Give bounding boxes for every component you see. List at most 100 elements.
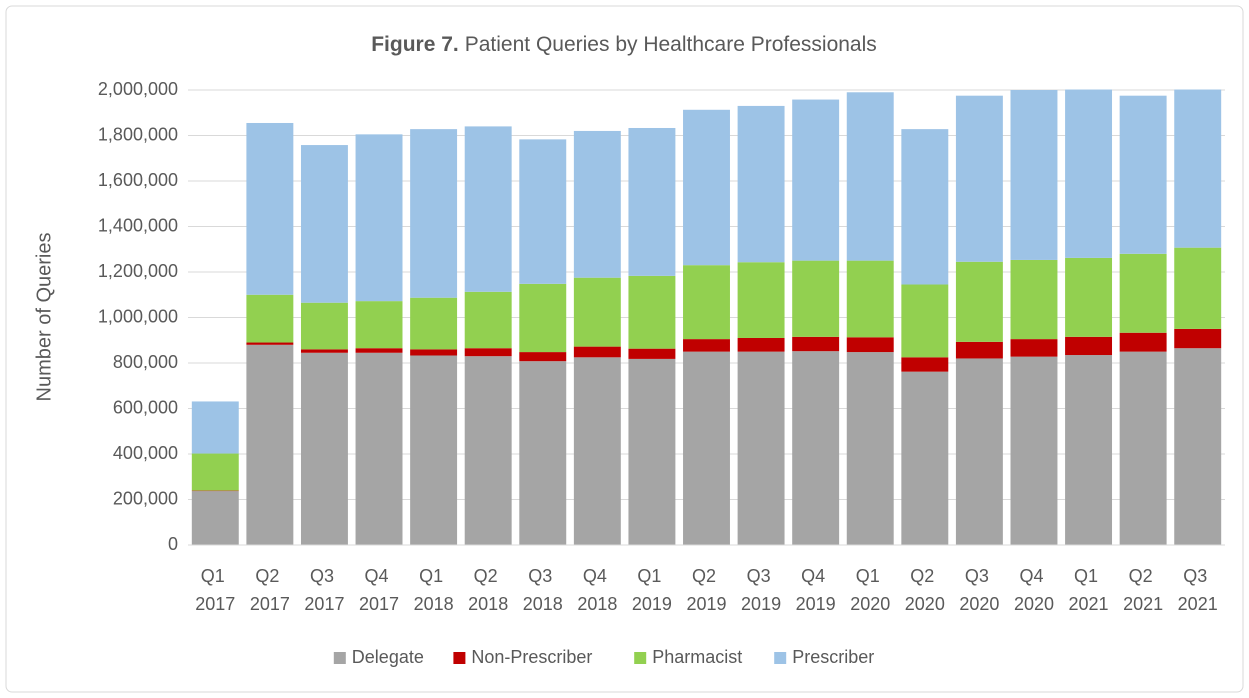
legend-swatch (634, 652, 647, 664)
bar-segment (1010, 90, 1058, 260)
x-tick-label: Q3 2021 (1178, 566, 1218, 614)
bar-segment (519, 139, 567, 284)
bar-segment (628, 358, 676, 545)
x-tick-label: Q1 2019 (632, 566, 672, 614)
bar-segment (410, 355, 458, 545)
bar-segment (464, 291, 512, 349)
bar-segment (628, 275, 676, 349)
x-tick-label: Q2 2018 (468, 566, 508, 614)
bar-segment (191, 401, 239, 454)
bar-segment (519, 283, 567, 353)
bar-segment (1010, 259, 1058, 340)
bar-segment (846, 352, 894, 545)
x-tick-label: Q2 2017 (250, 566, 290, 614)
bar-segment (846, 337, 894, 353)
bar-segment (1119, 332, 1167, 352)
bar-segment (464, 356, 512, 545)
bar-segment (300, 349, 348, 353)
bar-segment (901, 371, 949, 545)
bar-segment (1119, 95, 1167, 254)
bar-segment (410, 297, 458, 350)
bar-segment (1174, 348, 1222, 545)
legend-label: Non-Prescriber (471, 647, 592, 667)
bar-segment (1174, 328, 1222, 349)
bar-segment (1174, 247, 1222, 329)
y-tick-label: 1,800,000 (98, 124, 178, 144)
bar-segment (792, 260, 840, 337)
x-tick-label: Q1 2020 (850, 566, 890, 614)
bar-segment (683, 339, 730, 352)
bar-segment (737, 262, 785, 338)
bar-segment (573, 277, 621, 347)
legend-label: Delegate (352, 647, 424, 667)
bar-segment (955, 358, 1003, 545)
bar-segment (355, 352, 403, 545)
bar-segment (464, 126, 512, 292)
x-tick-label: Q4 2018 (577, 566, 617, 614)
bar-segment (355, 134, 403, 302)
bar-segment (955, 261, 1003, 342)
bar-segment (737, 105, 785, 263)
bar-segment (683, 109, 730, 266)
bar-segment (1010, 356, 1058, 545)
bar-segment (628, 348, 676, 359)
y-tick-label: 400,000 (113, 443, 178, 463)
y-tick-label: 0 (168, 534, 178, 554)
bar-segment (1119, 253, 1167, 333)
x-tick-label: Q4 2020 (1014, 566, 1054, 614)
legend-label: Prescriber (792, 647, 874, 667)
bar-segment (846, 260, 894, 338)
y-axis-label: Number of Queries (33, 233, 55, 402)
bar-segment (1065, 89, 1113, 258)
bar-segment (410, 129, 458, 298)
bar-segment (519, 361, 567, 545)
legend-swatch (333, 652, 346, 664)
legend-swatch (774, 652, 787, 664)
bar-segment (1010, 339, 1058, 357)
x-tick-label: Q1 2017 (195, 566, 235, 614)
bar-segment (300, 145, 348, 303)
bar-segment (355, 301, 403, 349)
y-tick-label: 1,000,000 (98, 306, 178, 326)
bar-segment (1065, 257, 1113, 337)
bar-segment (1119, 351, 1167, 545)
bar-segment (792, 99, 840, 261)
bar-segment (519, 352, 567, 362)
x-tick-label: Q3 2017 (304, 566, 344, 614)
chart-frame (5, 5, 1244, 693)
bar-segment (355, 348, 403, 353)
bar-segment (1065, 355, 1113, 545)
bar-segment (737, 337, 785, 352)
chart-title-group: Figure 7. Patient Queries by Healthcare P… (371, 33, 877, 56)
bar-segment (792, 351, 840, 545)
bar-segment (628, 127, 676, 276)
y-tick-label: 2,000,000 (98, 79, 178, 99)
legend-swatch (453, 652, 466, 664)
bar-segment (300, 352, 348, 545)
y-tick-label: 200,000 (113, 488, 178, 508)
y-tick-label: 600,000 (113, 397, 178, 417)
title-label: Figure 7. (371, 33, 459, 56)
x-tick-label: Q2 2021 (1123, 566, 1163, 614)
y-tick-label: 1,400,000 (98, 215, 178, 235)
bar-segment (246, 342, 294, 345)
y-tick-label: 1,600,000 (98, 170, 178, 190)
bar-segment (191, 453, 239, 491)
x-tick-label: Q2 2019 (686, 566, 726, 614)
y-tick-label: 800,000 (113, 352, 178, 372)
x-tick-label: Q4 2019 (796, 566, 836, 614)
x-tick-label: Q3 2018 (523, 566, 563, 614)
bar-segment (737, 351, 785, 545)
bar-segment (846, 92, 894, 261)
bar-segment (573, 346, 621, 358)
x-tick-label: Q3 2020 (959, 566, 999, 614)
bar-segment (901, 284, 949, 358)
bar-segment (901, 129, 949, 285)
bar-segment (246, 344, 294, 545)
x-tick-label: Q4 2017 (359, 566, 399, 614)
x-tick-label: Q1 2021 (1069, 566, 1109, 614)
bar-segment (191, 491, 239, 545)
bar-segment (901, 357, 949, 372)
bar-segment (246, 122, 294, 295)
